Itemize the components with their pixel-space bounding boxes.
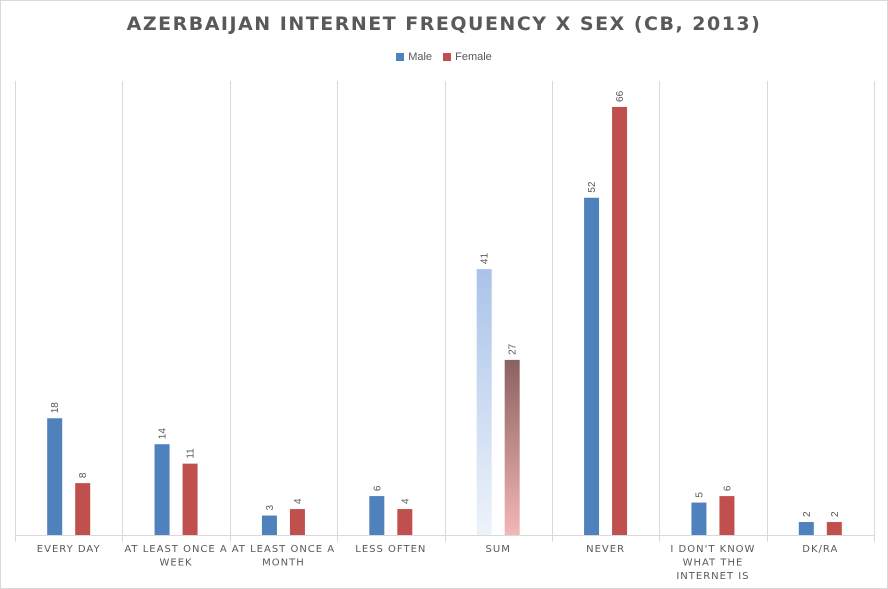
- data-label: 27: [508, 343, 519, 355]
- chart-title: AZERBAIJAN INTERNET FREQUENCY X SEX (CB,…: [126, 13, 762, 35]
- category-label: EVERY DAY: [37, 544, 101, 555]
- data-label: 4: [293, 498, 304, 504]
- data-label: 66: [615, 90, 626, 102]
- bar-male: [584, 197, 600, 535]
- bar-female: [182, 463, 198, 535]
- category-label: WHAT THE: [683, 558, 744, 569]
- bars: [47, 106, 842, 535]
- data-label: 14: [158, 428, 169, 440]
- legend-swatch-female: [443, 53, 452, 61]
- data-label: 18: [50, 402, 61, 414]
- bar-female: [289, 509, 305, 535]
- bar-male: [47, 418, 63, 535]
- data-label: 3: [265, 505, 276, 511]
- bar-male: [369, 496, 385, 535]
- legend-label-male: Male: [408, 51, 433, 63]
- bar-male: [691, 502, 707, 535]
- legend-swatch-male: [396, 53, 405, 61]
- legend: Male Female: [1, 51, 887, 64]
- legend-label-female: Female: [455, 51, 492, 63]
- data-label: 8: [78, 472, 89, 478]
- category-label: DK/RA: [802, 544, 838, 555]
- bar-male: [154, 444, 170, 535]
- bar-male: [476, 269, 492, 535]
- category-label: I DON'T KNOW: [670, 544, 755, 555]
- data-label: 11: [186, 448, 197, 459]
- data-label: 6: [372, 485, 383, 491]
- category-label: NEVER: [586, 544, 625, 555]
- bar-female: [719, 496, 735, 535]
- category-label: SUM: [486, 544, 511, 555]
- category-label: AT LEAST ONCE A: [232, 544, 335, 555]
- data-label: 41: [480, 253, 491, 265]
- data-label: 2: [830, 511, 841, 517]
- bar-female: [397, 509, 413, 535]
- bar-female: [826, 522, 842, 535]
- category-label: WEEK: [160, 558, 193, 569]
- category-labels: EVERY DAY AT LEAST ONCE A WEEK AT LEAST ONC…: [37, 544, 838, 582]
- category-label: AT LEAST ONCE A: [124, 544, 227, 555]
- data-label: 5: [694, 492, 705, 498]
- gridlines: [15, 81, 875, 542]
- bar-male: [798, 522, 814, 535]
- bar-female: [612, 106, 628, 535]
- category-label: MONTH: [262, 558, 305, 569]
- data-label: 52: [587, 181, 598, 193]
- legend-item-male: Male: [396, 51, 432, 63]
- category-label: INTERNET IS: [676, 571, 749, 582]
- data-label: 2: [802, 511, 813, 517]
- data-label: 4: [400, 498, 411, 504]
- bar-female: [75, 483, 91, 535]
- legend-item-female: Female: [443, 51, 492, 63]
- data-label: 6: [722, 485, 733, 491]
- bar-male: [261, 515, 277, 535]
- bar-female: [504, 359, 520, 535]
- category-label: LESS OFTEN: [355, 544, 426, 555]
